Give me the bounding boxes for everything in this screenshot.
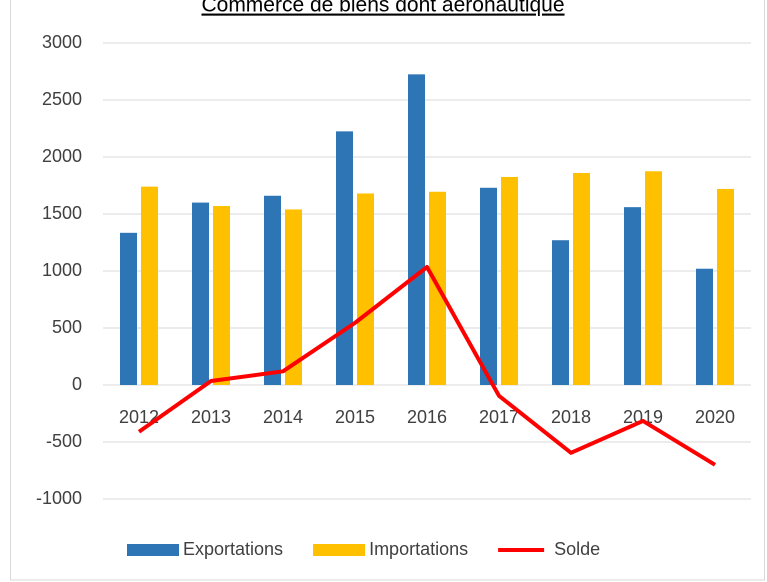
bar xyxy=(408,74,425,385)
bar xyxy=(357,193,374,385)
x-tick-label: 2013 xyxy=(191,407,231,427)
y-tick-label: 3000 xyxy=(42,32,82,52)
bar xyxy=(501,176,518,385)
legend-label: Importations xyxy=(369,539,468,559)
chart-title: Commerce de biens dont aéronautique xyxy=(201,0,564,17)
x-tick-label: 2015 xyxy=(335,407,375,427)
y-tick-label: 500 xyxy=(52,317,82,337)
bar xyxy=(141,186,158,385)
bar xyxy=(285,209,302,385)
y-tick-label: -500 xyxy=(46,431,82,451)
bar xyxy=(120,232,137,385)
bar xyxy=(645,171,662,385)
bar xyxy=(573,172,590,385)
bar xyxy=(336,131,353,385)
line-series xyxy=(137,265,717,467)
x-tick-label: 2012 xyxy=(119,407,159,427)
legend-label: Solde xyxy=(554,539,600,559)
bar xyxy=(717,188,734,385)
y-tick-label: 0 xyxy=(72,374,82,394)
y-tick-label: 2500 xyxy=(42,89,82,109)
bar xyxy=(696,268,713,385)
x-tick-label: 2017 xyxy=(479,407,519,427)
x-tick-label: 2014 xyxy=(263,407,303,427)
y-tick-label: 2000 xyxy=(42,146,82,166)
y-tick-label: -1000 xyxy=(36,488,82,508)
x-tick-label: 2019 xyxy=(623,407,663,427)
x-tick-label: 2020 xyxy=(695,407,735,427)
bar xyxy=(480,187,497,385)
bar xyxy=(624,207,641,385)
legend-swatch xyxy=(313,544,366,556)
y-tick-label: 1500 xyxy=(42,203,82,223)
bar xyxy=(213,206,230,385)
bar xyxy=(552,240,569,385)
bar xyxy=(192,202,209,385)
x-tick-label: 2016 xyxy=(407,407,447,427)
legend-label: Exportations xyxy=(183,539,283,559)
bar xyxy=(264,195,281,385)
x-tick-label: 2018 xyxy=(551,407,591,427)
legend-swatch xyxy=(127,544,179,556)
y-tick-label: 1000 xyxy=(42,260,82,280)
